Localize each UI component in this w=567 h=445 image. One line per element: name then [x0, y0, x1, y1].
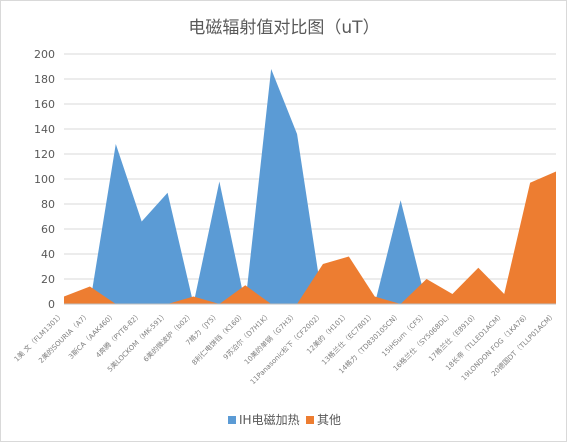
y-tick-label: 60: [41, 223, 55, 236]
legend-label-other: 其他: [317, 413, 341, 427]
y-tick-label: 200: [34, 48, 55, 61]
y-tick-label: 100: [34, 173, 55, 186]
legend-swatch-ih: [228, 416, 236, 424]
x-tick-label: 6美的微波炉（b02）: [141, 310, 195, 364]
y-tick-label: 0: [48, 298, 55, 311]
chart-title: 电磁辐射值对比图（uT）: [188, 18, 379, 38]
x-tick-label: 1美 文（FLM1301）: [12, 310, 65, 363]
y-tick-label: 140: [34, 123, 55, 136]
series-areas: [64, 69, 556, 304]
y-tick-label: 180: [34, 73, 55, 86]
legend-swatch-other: [306, 416, 314, 424]
y-tick-label: 40: [41, 248, 55, 261]
legend-label-ih: IH电磁加热: [239, 412, 300, 427]
x-tick-label: 2美的SOURIA（A7）: [37, 310, 92, 365]
x-tick-label: 15iHSum（CF5）: [380, 311, 428, 359]
x-tick-label: 3斯CA（AAK460）: [66, 310, 117, 361]
x-tick-labels: 1美 文（FLM1301）2美的SOURIA（A7）3斯CA（AAK460）4奔…: [12, 310, 557, 386]
y-tick-label: 160: [34, 98, 55, 111]
area-series-1: [64, 171, 556, 304]
area-series-0: [64, 69, 556, 304]
x-tick-label: 4奔腾（PYT8-82）: [94, 310, 143, 359]
x-tick-label: 17格兰仕（E8910）: [427, 310, 480, 363]
x-tick-label: 9苏泊尔（D7H1K）: [221, 310, 272, 361]
y-tick-label: 80: [41, 198, 55, 211]
legend: IH电磁加热 其他: [228, 412, 341, 427]
y-tick-label: 20: [41, 273, 55, 286]
y-tick-label: 120: [34, 148, 55, 161]
y-tick-labels: 0 20 40 60 80 100 120 140 160 180 200: [34, 48, 55, 311]
